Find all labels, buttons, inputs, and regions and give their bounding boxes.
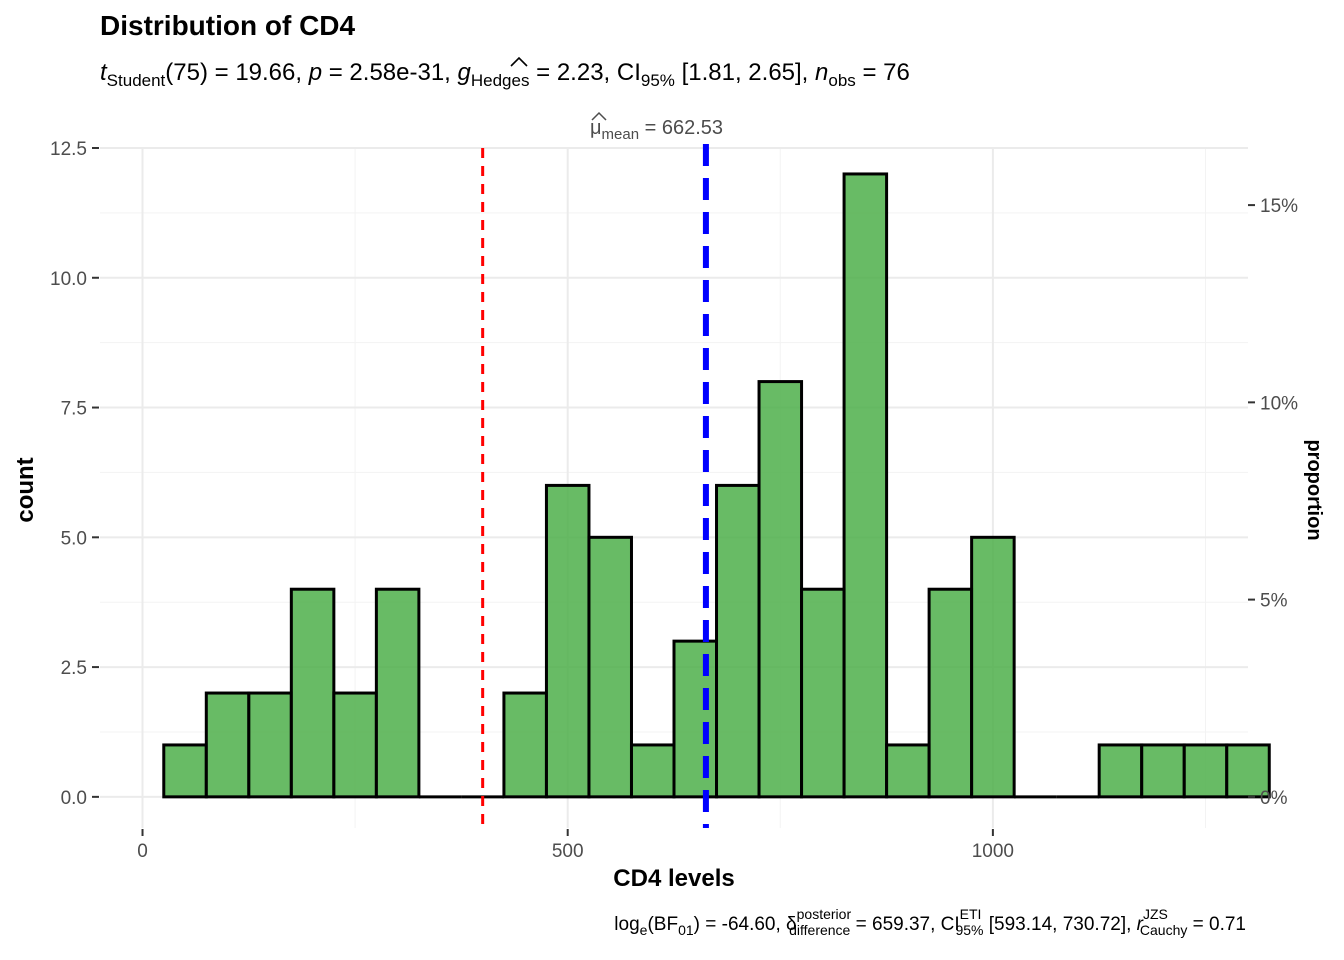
y-tick-label: 5.0 [61,528,87,549]
y-axis-title: count [12,457,39,522]
chart-title: Distribution of CD4 [100,10,356,41]
histogram-bar [162,743,208,799]
histogram-bar [544,483,591,799]
histogram-bar [374,587,421,799]
y-tick-label: 0.0 [61,788,87,809]
reference-lines-layer [481,144,709,828]
x-axis-title: CD4 levels [613,865,734,892]
y-right-tick-label: 10% [1260,393,1298,414]
hat-accent-g [510,56,528,67]
x-tick-label: 0 [137,841,148,862]
histogram-bar [332,691,378,799]
y-tick-label: 12.5 [50,139,87,160]
bars-layer [162,172,1271,799]
histogram-bar [247,691,293,799]
histogram-bar [800,587,846,799]
histogram-bar [204,691,251,799]
y-axis-right-title: proportion [1303,439,1325,540]
x-tick-label: 500 [552,841,584,862]
hat-accent-mu [591,111,607,121]
histogram-bar [842,172,889,799]
x-tick-label: 1000 [972,841,1014,862]
histogram-bar [1225,743,1271,799]
mean-label: μmean = 662.53 [590,117,723,143]
chart-caption: loge(BF01) = -64.60, δposterior differenc… [614,906,1246,938]
y-right-tick-label: 5% [1260,591,1288,612]
histogram-bar [970,535,1016,799]
histogram-bar [885,743,931,799]
histogram-bar [757,380,804,799]
y-tick-label: 7.5 [61,399,87,420]
y-right-tick-label: 0% [1260,788,1288,809]
histogram-bar [289,587,336,799]
y-tick-label: 2.5 [61,658,87,679]
y-right-tick-label: 15% [1260,196,1298,217]
histogram-bar [1140,743,1186,799]
histogram-bar [927,587,974,799]
histogram-bar [587,535,633,799]
grid-layer [100,147,1248,828]
chart-subtitle: tStudent(75) = 19.66, p = 2.58e-31, gHed… [100,59,910,90]
histogram-bar [502,691,548,799]
histogram-bar [629,743,676,799]
axes-layer: 0.0 2.5 5.0 7.5 10.0 12.5 0 500 1000 0% 5% 10% 15% [50,139,1298,862]
histogram-bar [715,483,761,799]
histogram-bar [672,639,719,799]
y-tick-label: 10.0 [50,269,87,290]
histogram-bar [1182,743,1229,799]
histogram-bar [1097,743,1144,799]
